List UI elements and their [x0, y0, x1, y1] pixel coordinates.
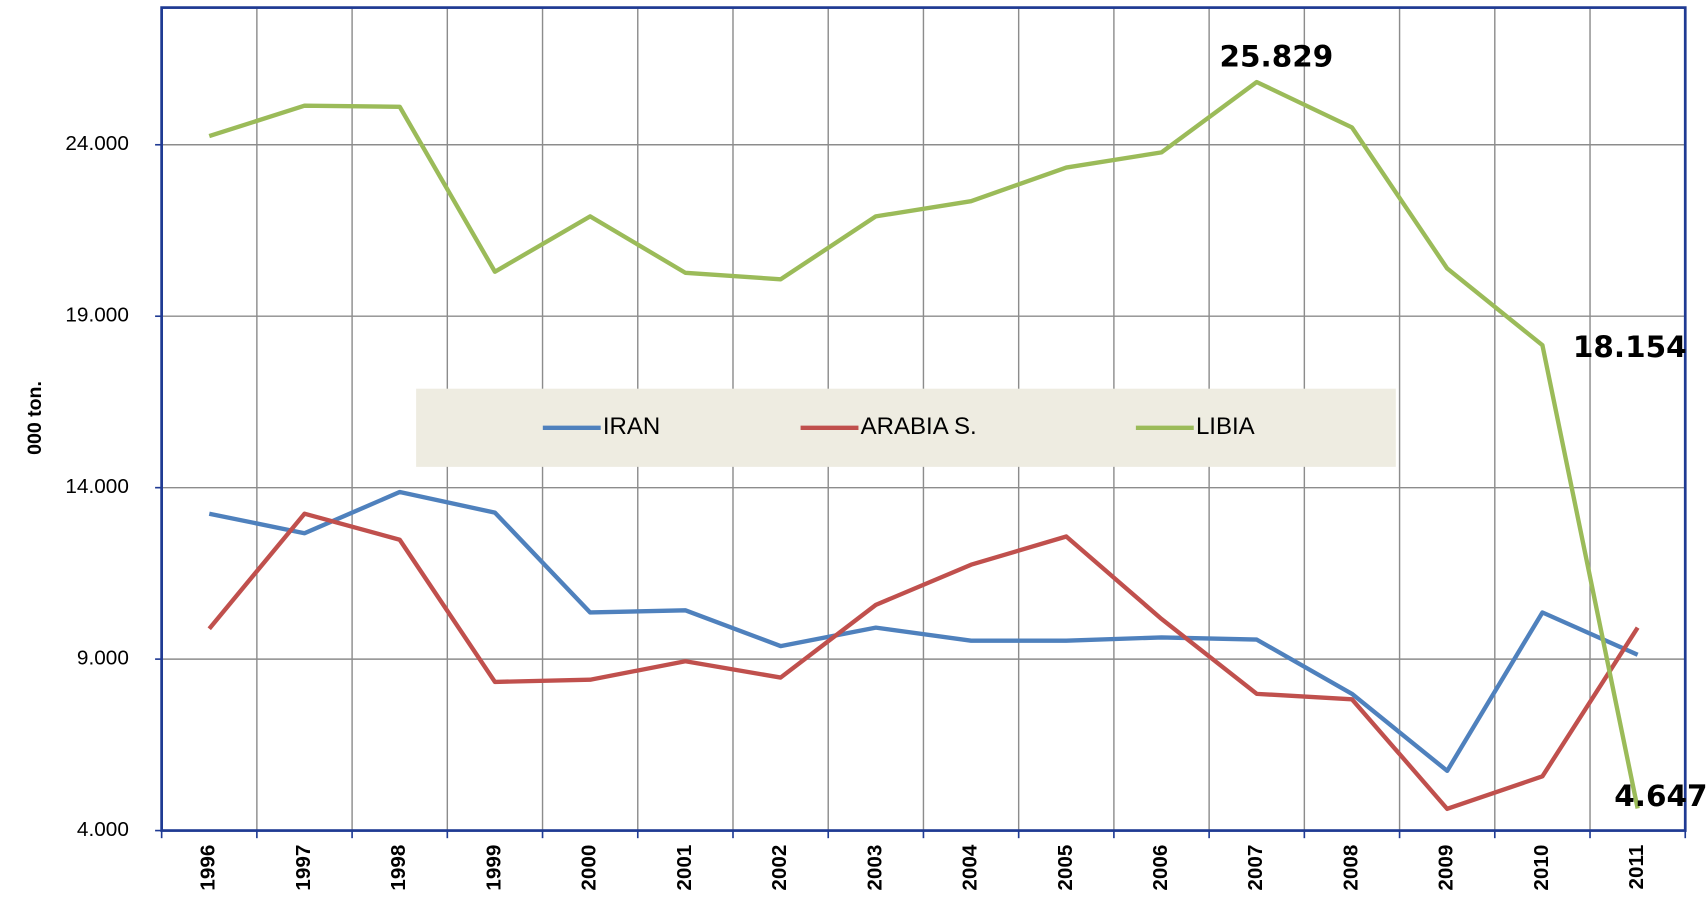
series-line: [207, 511, 1640, 812]
data-label: 4.647: [1614, 779, 1706, 813]
x-tick-label: 2000: [578, 845, 601, 891]
y-tick-label: 4.000: [77, 818, 129, 841]
x-tick-label: 2001: [673, 845, 696, 891]
data-label: 25.829: [1220, 40, 1334, 74]
x-tick-label: 2004: [958, 844, 981, 890]
y-axis-label: 000 ton.: [24, 381, 46, 455]
plot-border: [160, 6, 1687, 832]
x-tick-label: 2006: [1149, 845, 1172, 891]
x-tick-label: 1997: [292, 845, 315, 891]
x-tick-label: 2003: [863, 845, 886, 891]
y-tick-label: 9.000: [77, 647, 129, 670]
legend-label: IRAN: [603, 413, 660, 440]
x-tick-label: 2002: [768, 845, 791, 891]
x-tick-label: 2011: [1625, 845, 1648, 890]
series-line: [208, 79, 1640, 809]
series-line: [208, 489, 1639, 774]
x-tick-label: 1998: [387, 845, 410, 891]
y-tick-label: 24.000: [65, 132, 128, 155]
x-tick-label: 2009: [1435, 845, 1458, 891]
x-tick-label: 2005: [1054, 845, 1077, 891]
y-tick-label: 14.000: [65, 475, 128, 498]
x-tick-label: 1999: [482, 845, 505, 891]
legend-label: ARABIA S.: [861, 413, 977, 440]
x-tick-label: 1996: [197, 845, 220, 891]
x-tick-label: 2007: [1244, 845, 1267, 891]
x-tick-label: 2008: [1339, 845, 1362, 891]
x-tick-label: 2010: [1530, 845, 1553, 891]
data-label: 18.154: [1573, 330, 1687, 364]
y-tick-label: 19.000: [65, 304, 128, 327]
legend-label: LIBIA: [1196, 413, 1255, 440]
